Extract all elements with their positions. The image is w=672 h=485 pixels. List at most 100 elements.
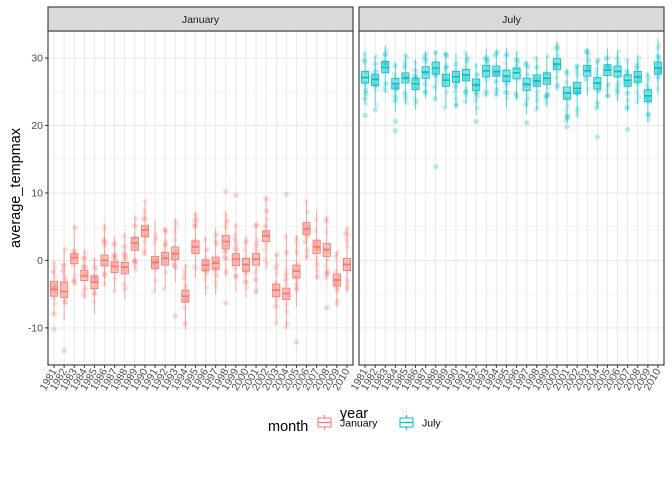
data-point (204, 284, 210, 290)
data-point (121, 251, 127, 258)
data-point (203, 259, 209, 265)
data-point (314, 274, 320, 280)
data-point (563, 79, 569, 85)
data-point (634, 81, 640, 88)
data-point (62, 300, 68, 306)
data-point (412, 86, 418, 92)
y-tick-label: 20 (31, 120, 43, 132)
data-point (563, 107, 569, 114)
data-point (402, 64, 408, 71)
box-january-2006 (302, 198, 311, 261)
data-point (101, 236, 107, 242)
data-point (502, 89, 508, 95)
box-january-2007 (312, 210, 321, 280)
data-point (453, 101, 460, 107)
data-point (212, 279, 218, 285)
data-point (122, 254, 128, 260)
data-point (463, 89, 469, 95)
data-point (462, 50, 469, 56)
data-point (344, 284, 350, 290)
legend-title: month (268, 419, 308, 435)
data-point (564, 115, 570, 121)
data-point (81, 255, 88, 261)
data-point (264, 260, 270, 266)
data-point (363, 87, 369, 93)
data-point (70, 248, 76, 254)
data-point (274, 271, 280, 277)
data-point (201, 268, 207, 274)
data-point (304, 228, 310, 234)
box-january-1985 (90, 256, 99, 314)
data-point (645, 111, 652, 118)
data-point (381, 61, 387, 67)
data-point (161, 260, 168, 266)
data-point (402, 96, 408, 102)
data-point (141, 250, 147, 257)
data-point (363, 91, 369, 97)
data-point (605, 82, 611, 88)
data-point (343, 230, 349, 237)
data-point (616, 79, 622, 85)
data-point (545, 79, 551, 85)
data-point (61, 263, 67, 269)
data-point (505, 90, 511, 96)
data-point (483, 88, 489, 94)
data-point (295, 251, 301, 257)
data-point (505, 81, 511, 88)
data-point (575, 88, 581, 94)
data-point (335, 249, 341, 255)
data-point (193, 265, 199, 271)
data-point (614, 56, 621, 62)
data-point (152, 265, 158, 271)
data-point (181, 276, 188, 282)
data-point (594, 104, 601, 111)
data-point (482, 56, 488, 62)
data-point (263, 241, 269, 248)
data-point (192, 221, 198, 228)
data-point (492, 52, 498, 59)
data-point (423, 56, 429, 62)
data-point (171, 262, 177, 268)
box-january-1999 (231, 192, 240, 293)
data-point (593, 71, 599, 77)
data-point (132, 259, 138, 265)
data-point (52, 300, 59, 306)
data-point (624, 106, 631, 112)
data-point (463, 75, 469, 81)
data-point (412, 83, 418, 89)
data-point (441, 104, 448, 111)
box-january-1994 (181, 263, 190, 330)
data-point (223, 221, 229, 228)
data-point (442, 51, 448, 57)
data-point (191, 237, 197, 243)
data-point (542, 96, 549, 102)
data-point (233, 241, 239, 248)
data-point (585, 86, 591, 92)
box-july-1997 (522, 59, 531, 126)
data-point (334, 297, 340, 303)
data-point (655, 76, 662, 82)
data-point (183, 282, 189, 289)
data-point (254, 277, 260, 283)
data-point (231, 266, 238, 272)
data-point (284, 308, 290, 315)
data-point (263, 228, 269, 235)
data-point (192, 248, 198, 254)
box-july-1999 (542, 53, 551, 107)
data-point (545, 84, 551, 91)
data-point (111, 288, 118, 294)
data-point (162, 242, 168, 248)
data-point (422, 52, 428, 59)
data-point (323, 217, 329, 224)
data-point (473, 63, 479, 69)
data-point (604, 87, 610, 93)
box-july-1994 (492, 48, 501, 98)
data-point (264, 208, 270, 214)
facet-strip-label: July (502, 14, 521, 26)
data-point (452, 89, 458, 95)
data-point (183, 296, 190, 302)
data-point (432, 85, 438, 91)
data-point (325, 269, 331, 275)
data-point (494, 48, 500, 55)
outlier-point (51, 326, 57, 332)
